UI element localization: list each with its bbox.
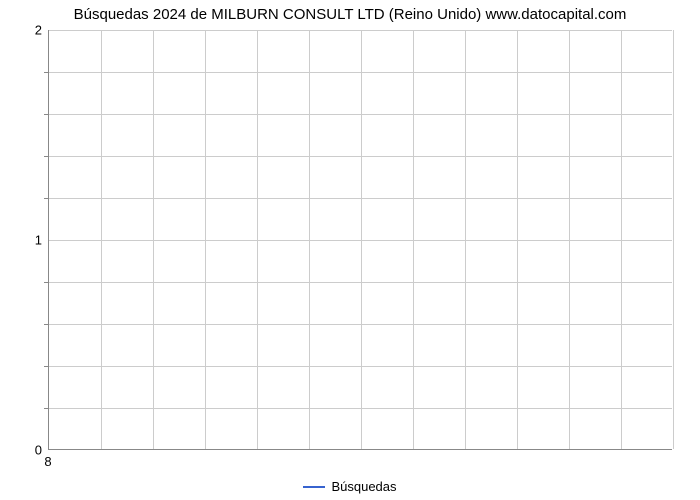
y-axis-minor-tick	[44, 156, 48, 157]
grid-vertical	[673, 30, 674, 449]
y-axis-tick-label: 2	[28, 23, 42, 38]
chart-title: Búsquedas 2024 de MILBURN CONSULT LTD (R…	[0, 6, 700, 23]
grid-horizontal	[49, 408, 672, 409]
grid-horizontal	[49, 282, 672, 283]
chart-legend: Búsquedas	[0, 479, 700, 494]
grid-horizontal	[49, 156, 672, 157]
grid-horizontal	[49, 114, 672, 115]
grid-horizontal	[49, 324, 672, 325]
y-axis-tick-label: 0	[28, 443, 42, 458]
legend-label: Búsquedas	[331, 479, 396, 494]
grid-horizontal	[49, 240, 672, 241]
grid-horizontal	[49, 198, 672, 199]
y-axis-minor-tick	[44, 72, 48, 73]
y-axis-minor-tick	[44, 114, 48, 115]
legend-line-icon	[303, 486, 325, 488]
grid-horizontal	[49, 30, 672, 31]
grid-horizontal	[49, 72, 672, 73]
y-axis-minor-tick	[44, 324, 48, 325]
y-axis-minor-tick	[44, 198, 48, 199]
y-axis-minor-tick	[44, 408, 48, 409]
x-axis-tick-label: 8	[44, 454, 51, 469]
y-axis-minor-tick	[44, 366, 48, 367]
y-axis-minor-tick	[44, 282, 48, 283]
plot-area	[48, 30, 672, 450]
grid-horizontal	[49, 366, 672, 367]
y-axis-tick-label: 1	[28, 233, 42, 248]
chart-container: Búsquedas 2024 de MILBURN CONSULT LTD (R…	[0, 0, 700, 500]
